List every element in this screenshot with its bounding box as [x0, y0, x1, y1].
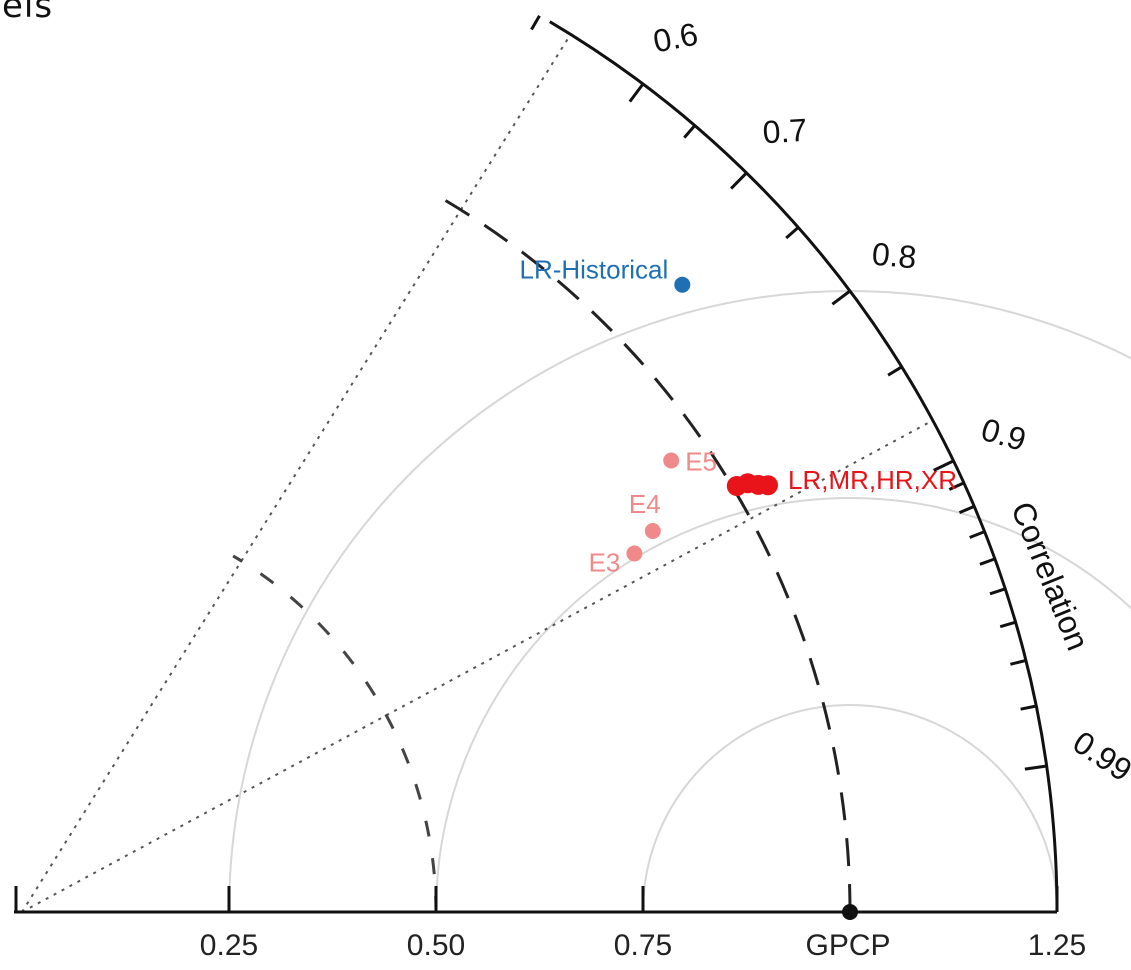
- std-dashed-arcs: [232, 198, 852, 913]
- rms-arc: [435, 497, 1131, 913]
- data-point-label: E5: [685, 447, 717, 477]
- correlation-arc: [549, 20, 1059, 913]
- correlation-minor-tick: [969, 530, 986, 539]
- correlation-tick-label: 0.9: [977, 411, 1030, 458]
- data-point-label: E3: [589, 548, 621, 578]
- reference-point: [842, 904, 858, 920]
- correlation-major-tick: [831, 289, 851, 306]
- data-point: [674, 276, 691, 293]
- correlation-tick-label: 0.7: [762, 112, 809, 151]
- data-point: [644, 523, 661, 539]
- rms-arcs: [228, 290, 1131, 913]
- correlation-ticks: 0.6 0.7 0.8 0.9 0.99: [530, 14, 1131, 789]
- correlation-minor-tick: [785, 226, 800, 240]
- correlation-minor-tick: [683, 124, 696, 139]
- cluster-label: LR,MR,HR,XR: [788, 465, 957, 495]
- correlation-tick-label: 0.6: [650, 16, 701, 60]
- correlation-tick-label: 0.8: [870, 236, 918, 276]
- std-dashed-arc: [443, 198, 852, 913]
- correlation-minor-tick: [989, 587, 1006, 596]
- std-tick-label: 1.25: [1028, 929, 1086, 962]
- std-axis-ticks: 0.25 0.50 0.75 1.25: [200, 886, 1086, 962]
- data-point: [663, 452, 680, 469]
- reference-label: GPCP: [805, 929, 890, 962]
- correlation-major-tick: [1024, 764, 1047, 771]
- correlation-tick-label: 0.99: [1067, 724, 1131, 789]
- correlation-rays: [21, 33, 934, 913]
- std-dashed-arc: [232, 554, 438, 913]
- correlation-minor-tick: [979, 557, 996, 566]
- data-point-label: LR-Historical: [519, 255, 668, 285]
- correlation-major-tick: [628, 83, 645, 103]
- std-tick-label: 0.50: [407, 929, 465, 962]
- diagram-axes: [14, 20, 1059, 914]
- data-point: [626, 545, 643, 562]
- correlation-major-tick: [933, 459, 955, 472]
- data-points: LR-Historical E5 E4 E3 LR,MR,HR,XR: [519, 255, 957, 920]
- cropped-text-fragment: els: [2, 0, 54, 26]
- std-tick-label: 0.75: [614, 929, 672, 962]
- correlation-minor-tick: [1020, 704, 1037, 711]
- correlation-major-tick: [730, 171, 748, 190]
- correlation-minor-tick: [948, 481, 965, 491]
- correlation-minor-tick: [958, 505, 975, 514]
- data-point-label: E4: [629, 489, 661, 519]
- cluster-point: [758, 475, 778, 496]
- correlation-minor-tick: [887, 365, 903, 377]
- std-tick-label: 0.25: [200, 929, 258, 962]
- rms-arc: [642, 704, 1058, 913]
- correlation-minor-tick: [530, 14, 541, 31]
- correlation-ray: [21, 419, 934, 913]
- correlation-ray: [21, 33, 572, 913]
- rms-arc: [228, 290, 1131, 913]
- correlation-minor-tick: [999, 620, 1017, 629]
- correlation-minor-tick: [1010, 658, 1027, 666]
